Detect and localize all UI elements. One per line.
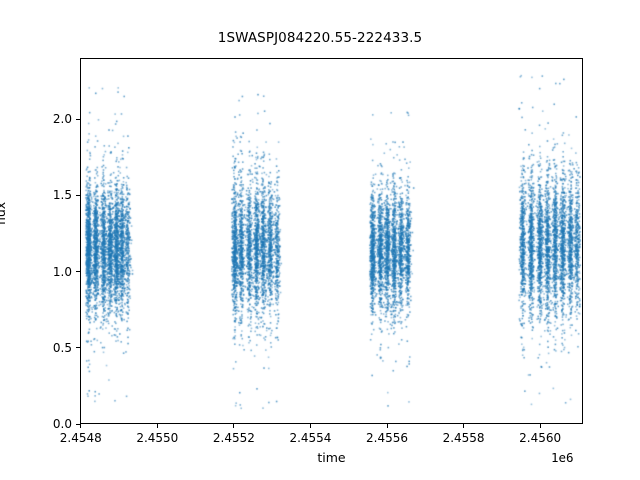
y-tick-mark [76,194,80,196]
x-tick-label: 2.4558 [442,431,485,445]
x-tick-mark [309,424,312,428]
x-tick-label: 2.4556 [366,431,408,445]
x-tick-mark [233,424,235,428]
y-tick-label: 0.0 [52,417,72,431]
y-tick-label: 2.0 [52,112,72,126]
y-tick-mark [76,271,80,273]
x-tick-mark [80,424,82,428]
y-tick-label: 0.5 [52,340,72,355]
x-axis-label: time [317,450,346,465]
y-tick-mark [76,423,80,425]
x-axis-offset-text: 1e6 [551,450,574,465]
x-tick-label: 2.4552 [212,431,255,445]
x-tick-label: 2.4560 [519,431,562,445]
x-tick-label: 2.4554 [289,431,332,445]
x-tick-mark [539,424,541,428]
plot-axes-area [80,58,583,424]
page-title: 1SWASPJ084220.55-222433.5 [217,30,423,46]
x-tick-mark [156,424,158,428]
x-tick-label: 2.4548 [59,431,102,445]
x-tick-mark [463,424,465,428]
y-tick-mark [76,347,80,349]
y-tick-label: 1.0 [52,264,72,279]
y-tick-mark [76,118,80,120]
y-tick-label: 1.5 [52,188,72,203]
scatter-plot-points [81,59,582,423]
y-axis-label: flux [0,201,8,225]
x-tick-mark [386,424,388,428]
x-tick-label: 2.4550 [136,431,179,445]
